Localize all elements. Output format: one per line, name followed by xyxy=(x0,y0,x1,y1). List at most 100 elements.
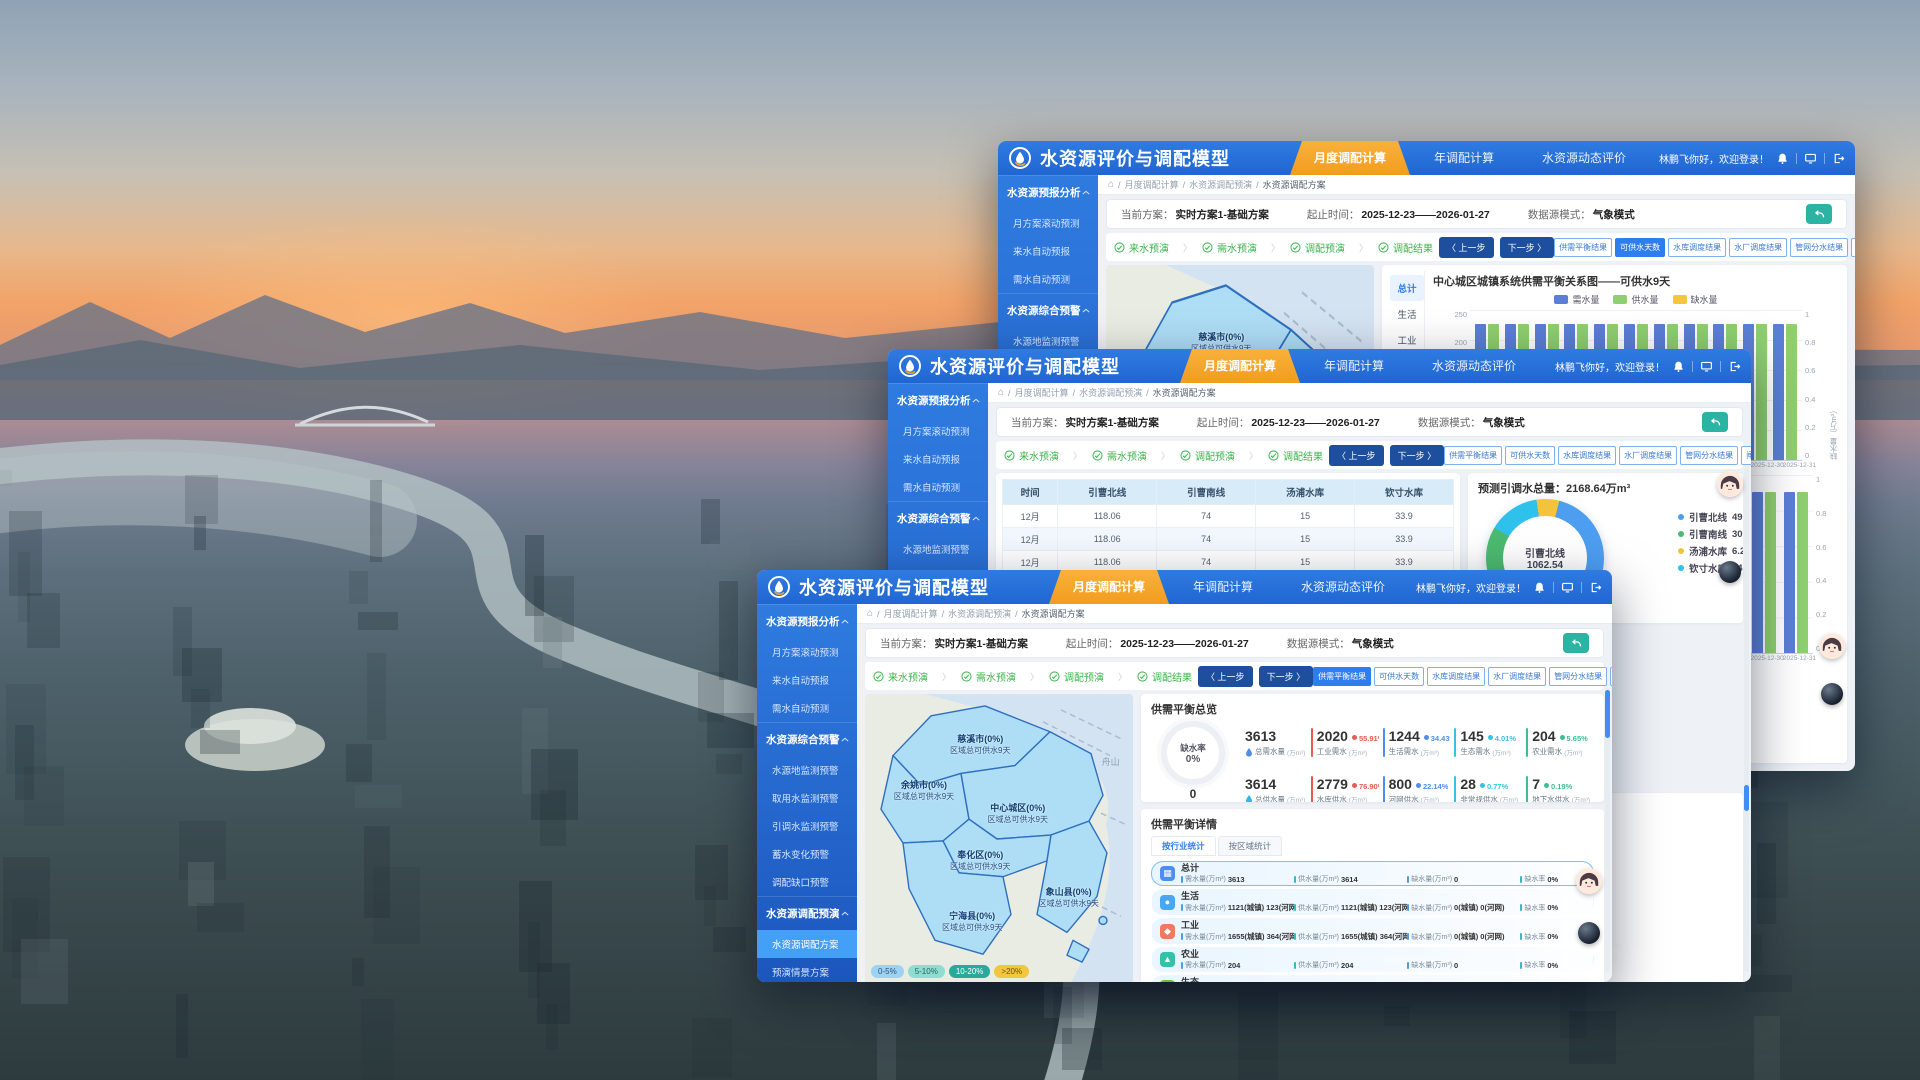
result-tab[interactable]: 可供水天数 xyxy=(1374,666,1425,686)
screen-icon[interactable] xyxy=(1700,360,1713,373)
sidebar-item[interactable]: 需水自动预测 xyxy=(1013,275,1071,286)
result-tab[interactable]: 可供水天数 xyxy=(1505,445,1556,465)
sidebar-group-header[interactable]: 水资源综合预警 xyxy=(757,722,857,756)
prev-step-button[interactable]: 〈 上一步 xyxy=(1439,236,1494,258)
nav-tab[interactable]: 水资源动态评价 xyxy=(1542,151,1627,165)
bar-group[interactable] xyxy=(1752,475,1776,653)
floating-ball[interactable] xyxy=(1821,683,1843,705)
home-icon[interactable]: ⌂ xyxy=(998,387,1005,398)
assistant-avatar[interactable] xyxy=(1717,471,1743,497)
sidebar-item[interactable]: 需水自动预测 xyxy=(903,483,961,494)
result-tab[interactable]: 供需平衡结果 xyxy=(1554,237,1613,257)
result-tab[interactable]: 水库调度结果 xyxy=(1668,237,1727,257)
chart-legend-item[interactable]: 缺水量 xyxy=(1672,293,1718,306)
breadcrumb-item[interactable]: 水资源调配预演 xyxy=(1079,388,1143,398)
sidebar-item[interactable]: 需水自动预测 xyxy=(772,704,830,715)
logout-icon[interactable] xyxy=(1728,360,1741,373)
sidebar-group-header[interactable]: 水资源预报分析 xyxy=(998,175,1098,209)
home-icon[interactable]: ⌂ xyxy=(1108,179,1115,190)
scrollbar-thumb[interactable] xyxy=(1744,785,1749,811)
bell-icon[interactable] xyxy=(1533,581,1546,594)
result-tab[interactable]: 供需平衡结果 xyxy=(1444,445,1503,465)
breadcrumb-item[interactable]: 水资源调配预演 xyxy=(948,609,1012,619)
wizard-step[interactable]: 需水预演 xyxy=(1092,448,1180,463)
sidebar-item[interactable]: 蓄水变化预警 xyxy=(772,850,830,861)
breadcrumb-item[interactable]: 月度调配计算 xyxy=(883,609,938,619)
bell-icon[interactable] xyxy=(1776,152,1789,165)
scrollbar[interactable] xyxy=(1605,688,1610,972)
sidebar-item[interactable]: 来水自动预报 xyxy=(1013,247,1071,258)
result-tab[interactable]: 管网分水结果 xyxy=(1680,445,1739,465)
next-step-button[interactable]: 下一步 〉 xyxy=(1389,444,1445,466)
breadcrumb-item[interactable]: 月度调配计算 xyxy=(1014,388,1069,398)
sidebar-item[interactable]: 月方案滚动预测 xyxy=(772,648,839,659)
sidebar-item[interactable]: 月方案滚动预测 xyxy=(903,427,970,438)
result-tab[interactable]: 水库调度结果 xyxy=(1427,666,1486,686)
sidebar-group-header[interactable]: 水资源综合预警 xyxy=(998,293,1098,327)
detail-row[interactable]: ▲ 农业 需水量(万m³) 204 供水量(万m³) 204 缺水量(万m³) 0 缺… xyxy=(1151,947,1594,972)
sidebar-item[interactable]: 水源地监测预警 xyxy=(772,766,839,777)
floating-ball[interactable] xyxy=(1719,561,1741,583)
result-tab[interactable]: 水厂调度结果 xyxy=(1619,445,1678,465)
return-button[interactable] xyxy=(1702,412,1728,432)
wizard-step[interactable]: 需水预演 xyxy=(1202,240,1290,255)
bell-icon[interactable] xyxy=(1672,360,1685,373)
wizard-step[interactable]: 来水预演 xyxy=(1114,240,1202,255)
category-tab[interactable]: 总计 xyxy=(1390,275,1424,301)
result-tab[interactable]: 可供水天数 xyxy=(1615,237,1666,257)
result-tab[interactable]: 闸阀翻水结果 xyxy=(1610,666,1612,686)
result-tab[interactable]: 闸阀翻水结果 xyxy=(1851,237,1855,257)
result-tab[interactable]: 闸阀翻水结果 xyxy=(1741,445,1751,465)
sidebar-item[interactable]: 水源地监测预警 xyxy=(903,545,970,556)
sidebar-item[interactable]: 月方案滚动预测 xyxy=(1013,219,1080,230)
detail-row[interactable]: ▦ 总计 需水量(万m³) 3613 供水量(万m³) 3614 缺水量(万m³) 0… xyxy=(1151,861,1594,886)
assistant-avatar[interactable] xyxy=(1576,868,1602,894)
sidebar-group-header[interactable]: 水资源预报分析 xyxy=(888,383,988,417)
wizard-step[interactable]: 来水预演 xyxy=(1004,448,1092,463)
wizard-step[interactable]: 调配结果 xyxy=(1268,448,1323,463)
sidebar-item[interactable]: 调配缺口预警 xyxy=(772,878,830,889)
chart-legend-item[interactable]: 需水量 xyxy=(1554,293,1599,306)
logout-icon[interactable] xyxy=(1589,581,1602,594)
result-tab[interactable]: 管网分水结果 xyxy=(1549,666,1608,686)
sidebar-item[interactable]: 水源地监测预警 xyxy=(1013,337,1080,348)
nav-tab[interactable]: 年调配计算 xyxy=(1324,359,1385,373)
wizard-step[interactable]: 调配预演 xyxy=(1049,669,1137,684)
result-tab[interactable]: 供需平衡结果 xyxy=(1313,666,1372,686)
return-button[interactable] xyxy=(1563,633,1589,653)
result-tab[interactable]: 水库调度结果 xyxy=(1558,445,1617,465)
result-tab[interactable]: 水厂调度结果 xyxy=(1729,237,1788,257)
assistant-avatar[interactable] xyxy=(1819,633,1845,659)
prev-step-button[interactable]: 〈 上一步 xyxy=(1198,665,1253,687)
wizard-step[interactable]: 来水预演 xyxy=(873,669,961,684)
result-tab[interactable]: 管网分水结果 xyxy=(1790,237,1849,257)
sidebar-item[interactable]: 来水自动预报 xyxy=(903,455,961,466)
sidebar-group-header[interactable]: 水资源综合预警 xyxy=(888,501,988,535)
screen-icon[interactable] xyxy=(1561,581,1574,594)
floating-ball[interactable] xyxy=(1578,922,1600,944)
wizard-step[interactable]: 需水预演 xyxy=(961,669,1049,684)
detail-row[interactable]: ◆ 工业 需水量(万m³) 1655(城镇) 364(河网) 供水量(万m³) 16… xyxy=(1151,918,1594,944)
nav-tab[interactable]: 水资源动态评价 xyxy=(1301,580,1386,594)
sidebar-item[interactable]: 引调水监测预警 xyxy=(772,822,839,833)
breadcrumb-item[interactable]: 水资源调配方案 xyxy=(1262,180,1326,190)
logout-icon[interactable] xyxy=(1832,152,1845,165)
region-map[interactable]: 慈溪市(0%)区域总可供水9天余姚市(0%)区域总可供水9天中心城区(0%)区域… xyxy=(865,694,1133,982)
breadcrumb-item[interactable]: 月度调配计算 xyxy=(1124,180,1179,190)
sidebar-item[interactable]: 取用水监测预警 xyxy=(772,794,839,805)
nav-tab[interactable]: 年调配计算 xyxy=(1193,580,1254,594)
prev-step-button[interactable]: 〈 上一步 xyxy=(1329,444,1384,466)
breadcrumb-item[interactable]: 水资源调配预演 xyxy=(1189,180,1253,190)
nav-tab[interactable]: 月度调配计算 xyxy=(1049,570,1169,604)
detail-tab[interactable]: 按区域统计 xyxy=(1217,836,1283,856)
scrollbar-thumb[interactable] xyxy=(1605,690,1610,738)
detail-row[interactable]: ● 生活 需水量(万m³) 1121(城镇) 123(河网) 供水量(万m³) 11… xyxy=(1151,889,1594,915)
sidebar-item[interactable]: 预演情景方案 xyxy=(772,968,830,979)
chart-legend-item[interactable]: 供水量 xyxy=(1613,293,1659,306)
home-icon[interactable]: ⌂ xyxy=(867,608,874,619)
